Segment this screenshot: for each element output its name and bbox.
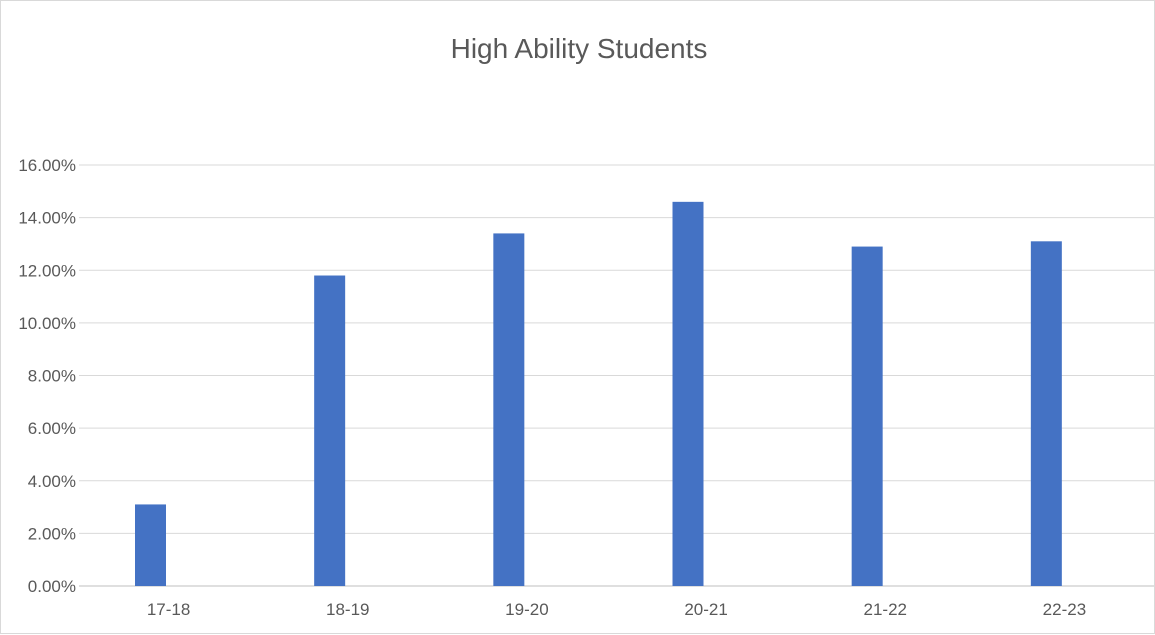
x-tick-label: 21-22 xyxy=(864,600,907,619)
bar-18-19 xyxy=(314,275,346,586)
y-tick-label: 0.00% xyxy=(28,577,76,596)
bar-20-21 xyxy=(672,201,704,586)
y-tick-label: 2.00% xyxy=(28,524,76,543)
bar-22-23 xyxy=(1030,241,1062,586)
y-tick-label: 10.00% xyxy=(18,314,76,333)
y-tick-label: 6.00% xyxy=(28,419,76,438)
gridlines xyxy=(79,164,1154,587)
x-tick-label: 18-19 xyxy=(326,600,369,619)
bar-21-22 xyxy=(851,246,883,586)
y-axis-tick-labels: 0.00% 2.00% 4.00% 6.00% 8.00% 10.00% 12.00% 14.… xyxy=(18,156,76,596)
y-tick-label: 8.00% xyxy=(28,367,76,386)
chart-title: High Ability Students xyxy=(451,33,708,64)
x-tick-label: 17-18 xyxy=(147,600,190,619)
y-tick-label: 12.00% xyxy=(18,261,76,280)
x-tick-label: 20-21 xyxy=(684,600,727,619)
x-tick-label: 19-20 xyxy=(505,600,548,619)
bar-19-20 xyxy=(493,233,525,586)
y-tick-label: 14.00% xyxy=(18,209,76,228)
bar-17-18 xyxy=(135,504,166,586)
x-tick-label: 22-23 xyxy=(1043,600,1086,619)
y-tick-label: 16.00% xyxy=(18,156,76,175)
y-tick-label: 4.00% xyxy=(28,472,76,491)
bars xyxy=(135,201,1062,586)
x-axis-tick-labels: 17-18 18-19 19-20 20-21 21-22 22-23 xyxy=(147,600,1086,619)
